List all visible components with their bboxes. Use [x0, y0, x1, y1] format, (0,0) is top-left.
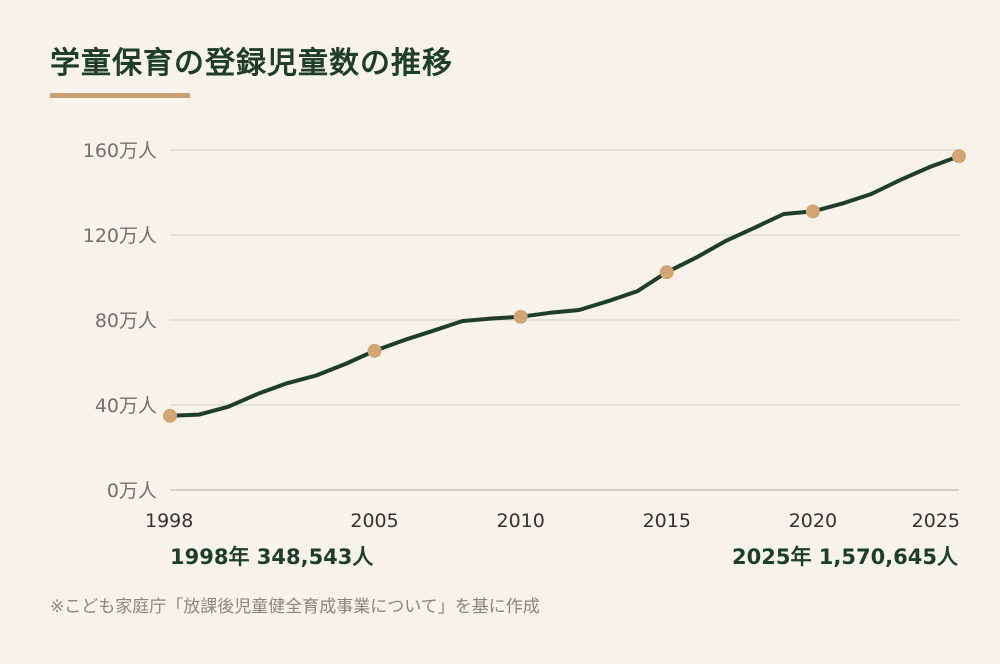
x-tick-label: 2025	[912, 510, 960, 532]
x-tick-label: 2015	[643, 510, 691, 532]
y-tick-label: 0万人	[107, 480, 157, 502]
series-line-0	[168, 154, 961, 418]
source-note: ※こども家庭庁「放課後児童健全育成事業について」を基に作成	[50, 597, 540, 617]
y-tick-label: 160万人	[83, 140, 157, 162]
start-annotation: 1998年 348,543人	[170, 545, 374, 569]
end-annotation: 2025年 1,570,645人	[732, 545, 958, 569]
x-tick-label: 2005	[350, 510, 398, 532]
series-layer	[168, 154, 961, 418]
grid-lines	[170, 149, 959, 491]
y-tick-label: 40万人	[95, 395, 157, 417]
data-point-1998	[163, 408, 177, 423]
data-point-2010	[513, 309, 528, 324]
x-tick-label: 1998	[145, 510, 193, 532]
markers-layer	[163, 149, 966, 423]
y-axis-ticks: 0万人 40万人 80万人 120万人 160万人	[83, 140, 157, 502]
x-tick-label: 2020	[789, 510, 837, 532]
x-tick-label: 2010	[496, 510, 544, 532]
page-title: 学童保育の登録児童数の推移	[50, 46, 453, 81]
x-axis-ticks: 1998 2005 2010 2015 2020 2025	[145, 510, 960, 532]
data-point-2025	[952, 149, 966, 164]
title-underline	[50, 93, 190, 98]
data-point-2015	[659, 265, 674, 280]
data-point-2005	[367, 343, 382, 358]
data-point-2020	[805, 204, 820, 219]
y-tick-label: 80万人	[95, 310, 157, 332]
y-tick-label: 120万人	[83, 225, 157, 247]
